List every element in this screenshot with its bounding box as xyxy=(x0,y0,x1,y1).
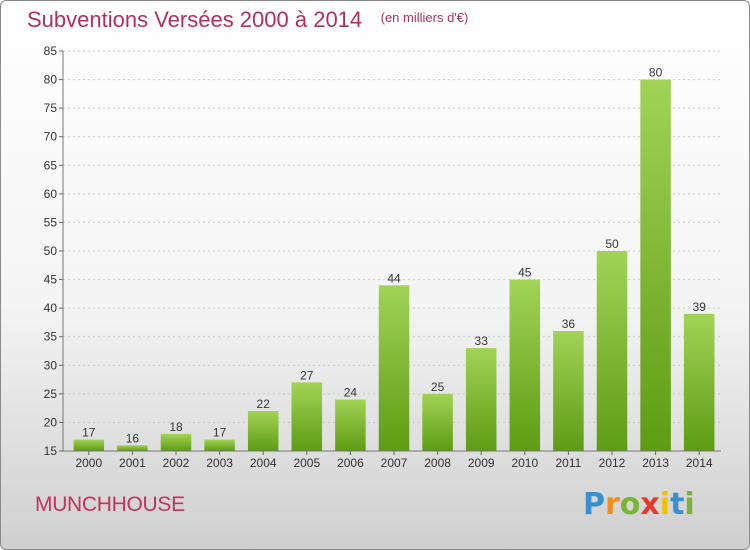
x-tick-label: 2011 xyxy=(555,456,581,470)
y-tick-label: 50 xyxy=(44,244,58,258)
bar-value-label: 17 xyxy=(213,426,227,440)
bar-value-label: 33 xyxy=(475,334,489,348)
bar xyxy=(553,331,584,451)
x-tick-label: 2009 xyxy=(468,456,495,470)
brand-letter: i xyxy=(659,487,671,522)
y-tick-label: 70 xyxy=(44,130,58,144)
x-tick-label: 2008 xyxy=(424,456,451,470)
brand-logo: Proxiti xyxy=(583,487,695,522)
bar xyxy=(378,285,410,451)
y-tick-label: 75 xyxy=(44,101,58,115)
bar xyxy=(204,439,235,451)
y-tick-label: 25 xyxy=(44,387,58,401)
brand-letter: i xyxy=(684,487,695,522)
x-tick-label: 2005 xyxy=(293,456,320,470)
y-tick-label: 80 xyxy=(44,73,58,87)
bar xyxy=(247,411,279,451)
y-tick-label: 65 xyxy=(44,158,58,172)
bar-value-label: 18 xyxy=(169,420,183,434)
bar-value-label: 22 xyxy=(257,397,271,411)
x-tick-label: 2006 xyxy=(337,456,364,470)
bar xyxy=(73,439,105,451)
title-row: Subventions Versées 2000 à 2014 (en mill… xyxy=(27,7,468,33)
x-tick-label: 2013 xyxy=(642,456,669,470)
bar-value-label: 36 xyxy=(562,317,576,331)
brand-letter: x xyxy=(640,487,660,522)
bar xyxy=(509,279,541,451)
y-tick-label: 55 xyxy=(44,215,58,229)
x-tick-label: 2010 xyxy=(511,456,538,470)
y-tick-label: 40 xyxy=(44,301,58,315)
bar-value-label: 80 xyxy=(649,66,663,80)
bar xyxy=(596,251,628,451)
bar-value-label: 24 xyxy=(344,386,358,400)
y-tick-label: 60 xyxy=(44,187,58,201)
bar xyxy=(422,393,453,451)
bar-value-label: 45 xyxy=(518,266,532,280)
brand-letter: P xyxy=(583,487,605,522)
bar xyxy=(335,399,366,451)
x-tick-label: 2003 xyxy=(206,456,233,470)
x-tick-label: 2012 xyxy=(599,456,626,470)
bars-layer xyxy=(73,79,715,452)
bar-value-label: 50 xyxy=(605,237,619,251)
x-tick-label: 2002 xyxy=(163,456,190,470)
bar-value-label: 25 xyxy=(431,380,445,394)
unit-note: (en milliers d'€) xyxy=(380,10,469,25)
bar-value-label: 39 xyxy=(693,300,707,314)
y-tick-label: 35 xyxy=(44,330,58,344)
commune-name: MUNCHHOUSE xyxy=(35,493,185,516)
bar-value-label: 17 xyxy=(82,426,96,440)
chart-title: Subventions Versées 2000 à 2014 xyxy=(27,7,363,32)
brand-letter: o xyxy=(619,487,641,522)
y-tick-label: 15 xyxy=(44,444,58,458)
bar xyxy=(160,433,192,451)
bar-value-label: 16 xyxy=(126,431,140,445)
brand-letter: t xyxy=(670,487,685,522)
x-tick-label: 2014 xyxy=(686,456,713,470)
x-tick-label: 2001 xyxy=(119,456,146,470)
axis-layer: 15 20 25 30 35 40 45 50 55 60 65 70 75 80 85 xyxy=(44,44,721,458)
bar-value-label: 27 xyxy=(300,368,314,382)
x-tick-label: 2007 xyxy=(381,456,408,470)
bar xyxy=(640,79,671,452)
y-tick-label: 45 xyxy=(44,273,58,287)
x-tick-label: 2004 xyxy=(250,456,277,470)
bar xyxy=(465,348,497,451)
bar xyxy=(291,382,323,451)
bar-value-label: 44 xyxy=(387,271,401,285)
x-tick-label: 2000 xyxy=(75,456,102,470)
bar xyxy=(117,445,148,451)
bar xyxy=(683,313,715,451)
labels-layer: 17 2000 16 2001 18 2002 17 2003 22 2004 27 2005 24 20… xyxy=(75,66,712,470)
brand-letter: r xyxy=(605,487,620,522)
y-tick-label: 85 xyxy=(44,44,58,58)
y-tick-label: 20 xyxy=(44,415,58,429)
y-tick-label: 30 xyxy=(44,358,58,372)
